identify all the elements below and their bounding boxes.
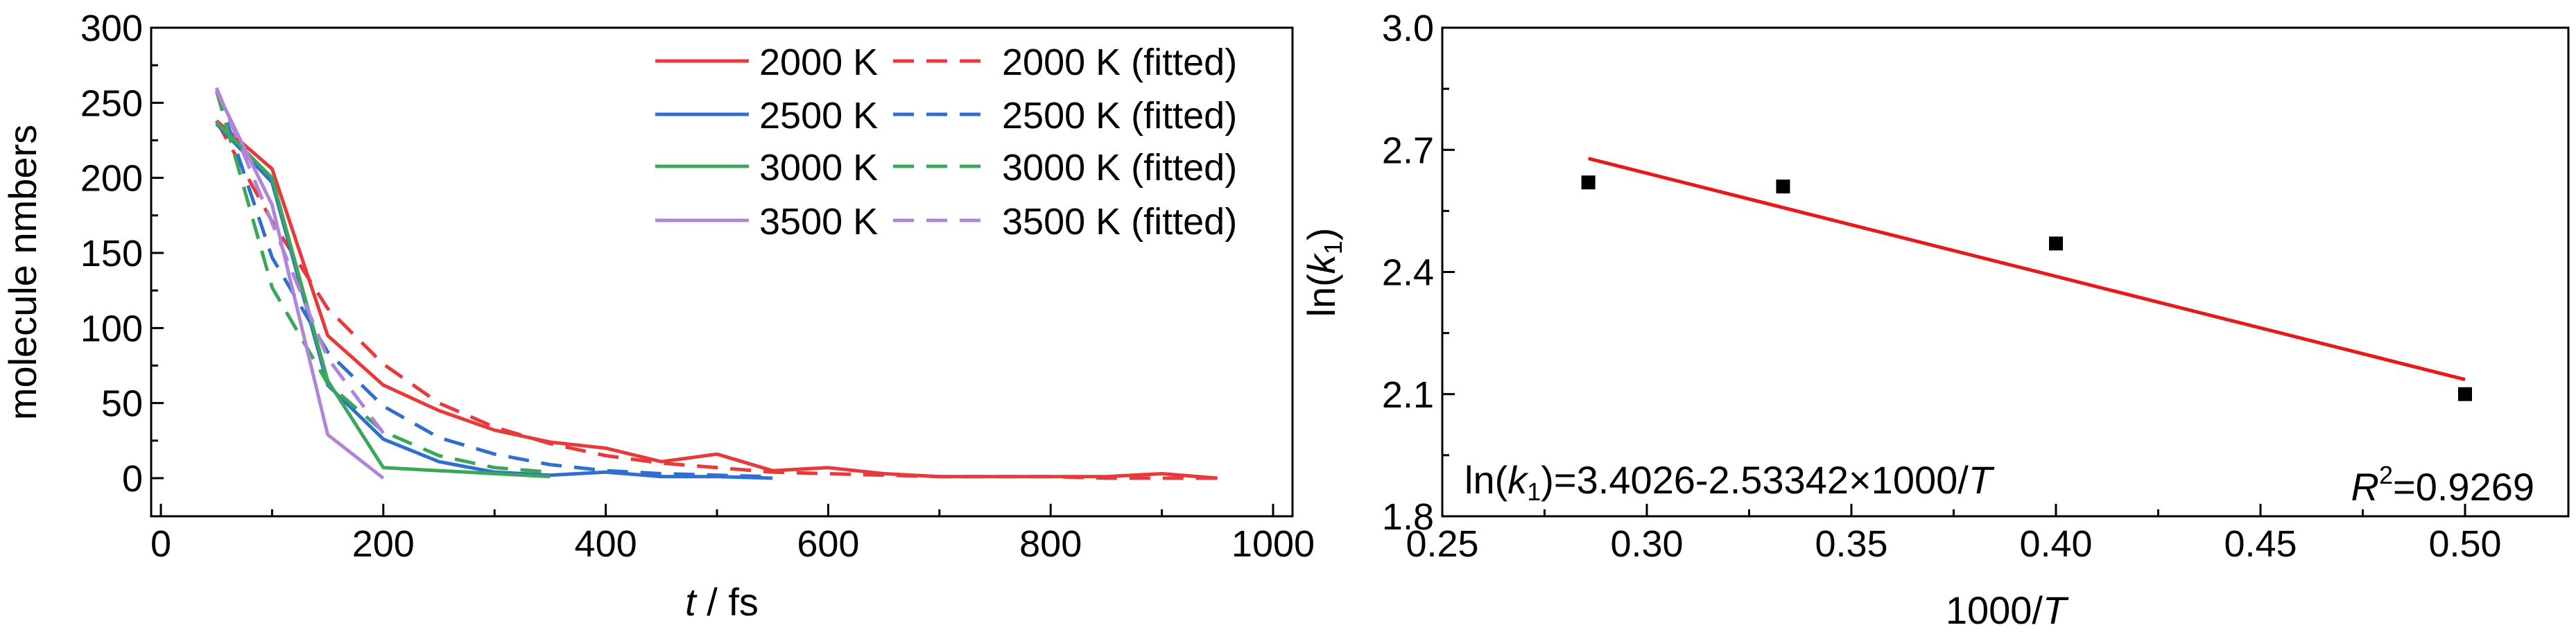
r-squared-value: =0.9269 <box>2393 465 2534 509</box>
right-y-tick-label: 2.4 <box>1382 252 1434 294</box>
left-x-axis-label-unit: / fs <box>696 580 759 624</box>
right-x-tick-label: 0.35 <box>1815 523 1887 565</box>
fit-line <box>1588 157 2466 382</box>
legend-label-2000: 2000 K <box>759 42 878 83</box>
series-line-2500-k <box>215 122 773 480</box>
data-point <box>2049 236 2063 251</box>
left-x-tick-label: 200 <box>352 523 415 565</box>
right-x-axis-label-main: 1000/ <box>1946 588 2043 632</box>
fit-equation-body: =3.4026-2.53342×1000/ <box>1554 458 1969 502</box>
legend-label-3500-fitted: 3500 K (fitted) <box>1002 201 1237 243</box>
plot-frame-left <box>150 26 1294 518</box>
left-y-tick-label: 0 <box>122 458 143 500</box>
left-y-tick-label: 200 <box>80 158 143 200</box>
legend: 2000 K 2000 K (fitted) 2500 K 2500 K (fi… <box>655 42 1237 243</box>
series-line-3500-k <box>214 89 385 480</box>
data-point <box>1776 179 1790 194</box>
legend-label-3000-fitted: 3000 K (fitted) <box>1002 147 1237 188</box>
fit-equation: ln(k1)=3.4026-2.53342×1000/T <box>1464 458 1995 506</box>
left-ticks: 0 200 400 600 800 1000 0 50 100 150 200 250 300 <box>80 8 1315 565</box>
arrhenius-chart: 0.25 0.30 0.35 0.40 0.45 0.501.82.12.42.73.0 … <box>1299 8 2570 632</box>
legend-label-2500-fitted: 2500 K (fitted) <box>1002 95 1237 137</box>
series-line-3000-k-fitted- <box>214 90 551 474</box>
right-x-tick-label: 0.45 <box>2224 523 2297 565</box>
data-point <box>2458 387 2472 401</box>
left-y-tick-label: 250 <box>80 82 143 124</box>
left-y-tick-label: 100 <box>80 308 143 349</box>
left-x-axis-label-var: t <box>685 580 698 624</box>
data-point <box>1581 175 1596 190</box>
right-x-tick-label: 0.30 <box>1610 523 1683 565</box>
legend-label-2500: 2500 K <box>759 95 878 137</box>
right-y-tick-label: 3.0 <box>1382 8 1434 49</box>
right-series <box>1581 157 2472 401</box>
left-x-tick-label: 800 <box>1019 523 1082 565</box>
left-x-axis-label: t / fs <box>685 580 759 624</box>
r-squared: R2=0.9269 <box>2351 461 2534 509</box>
right-ticks: 0.25 0.30 0.35 0.40 0.45 0.50 1.8 2.1 2.4 2.7 3.0 <box>1382 8 2502 565</box>
left-series <box>214 87 1218 480</box>
left-y-tick-label: 150 <box>80 233 143 274</box>
right-y-tick-label: 2.1 <box>1382 374 1434 416</box>
left-y-tick-label: 300 <box>80 8 143 49</box>
series-line-2000-k <box>215 119 1218 480</box>
series-line-2500-k-fitted- <box>214 90 773 479</box>
right-x-tick-label: 0.40 <box>2019 523 2092 565</box>
right-y-tick-label: 2.7 <box>1382 130 1434 171</box>
series-line-3000-k <box>215 121 551 479</box>
plot-frame-right <box>1441 26 2570 518</box>
legend-label-2000-fitted: 2000 K (fitted) <box>1002 42 1237 83</box>
left-x-tick-label: 1000 <box>1231 523 1315 565</box>
right-y-tick-label: 1.8 <box>1382 496 1434 538</box>
legend-label-3500: 3500 K <box>759 201 878 243</box>
right-x-tick-label: 0.25 <box>1406 523 1478 565</box>
left-y-tick-label: 50 <box>101 383 143 425</box>
left-y-axis-label: molecule nmbers <box>1 125 44 420</box>
right-y-axis-label: ln(k1) <box>1299 228 1347 317</box>
legend-label-3000: 3000 K <box>759 147 878 188</box>
series-line-2000-k-fitted- <box>215 120 1218 480</box>
right-x-tick-label: 0.50 <box>2428 523 2501 565</box>
series-line-3500-k-fitted- <box>214 87 385 434</box>
left-x-tick-label: 0 <box>150 523 171 565</box>
left-x-tick-label: 400 <box>575 523 637 565</box>
left-x-tick-label: 600 <box>797 523 859 565</box>
right-x-axis-label-var: T <box>2043 588 2069 632</box>
decay-chart: 0 200 400 600 800 1000 0 50 100 150 200 250 300 2000… <box>1 8 1315 624</box>
right-x-axis-label: 1000/T <box>1946 588 2069 632</box>
